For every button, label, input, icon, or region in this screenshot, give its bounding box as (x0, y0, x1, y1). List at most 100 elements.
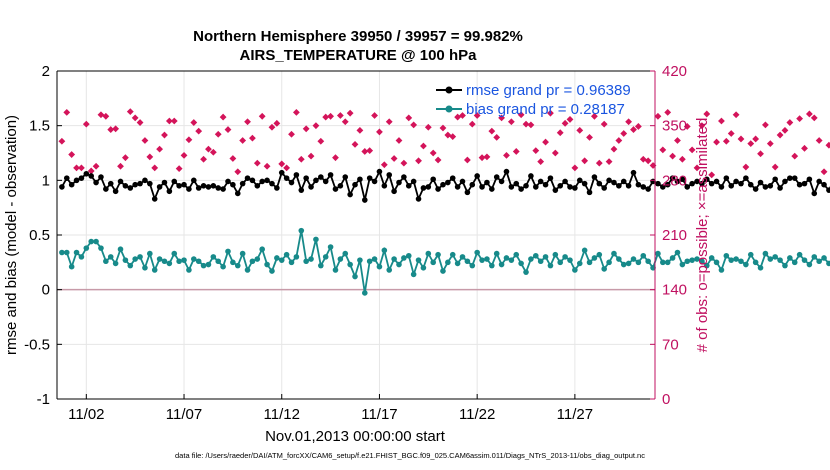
rmse-point (826, 187, 830, 193)
rmse-point (640, 184, 647, 190)
obs-count-point (527, 121, 535, 129)
obs-count-point (683, 123, 691, 130)
obs-count-point (165, 117, 173, 125)
rmse-point (205, 184, 212, 190)
legend-rmse-marker (445, 86, 453, 94)
rmse-point (669, 175, 676, 181)
obs-count-point (693, 164, 701, 172)
rmse-point (171, 178, 178, 185)
rmse-point (112, 188, 119, 195)
obs-count-point (288, 130, 295, 138)
obs-count-point (400, 159, 408, 167)
obs-count-point (92, 162, 100, 170)
bias-point (103, 258, 109, 265)
bias-point (190, 256, 197, 262)
rmse-point (699, 180, 705, 187)
obs-count-point (820, 168, 828, 176)
rmse-point (572, 185, 578, 191)
rmse-point (230, 181, 236, 188)
bias-point (298, 227, 305, 234)
rmse-point (303, 175, 309, 181)
obs-count-point (170, 117, 178, 125)
bias-point (601, 266, 607, 272)
text-layer: Northern Hemisphere 39950 / 39957 = 99.9… (3, 28, 711, 460)
bias-point (523, 269, 529, 275)
obs-count-point (332, 154, 339, 162)
obs-count-point (703, 110, 711, 118)
bias-point (391, 256, 397, 262)
bias-point (674, 249, 681, 256)
rmse-point (435, 186, 441, 192)
obs-count-point (151, 164, 159, 172)
obs-count-point (175, 165, 183, 173)
bias-point (308, 256, 314, 262)
obs-count-point (468, 120, 476, 128)
rmse-point (308, 184, 314, 190)
bias-point (542, 254, 549, 260)
obs-count-point (449, 133, 457, 140)
obs-count-point (82, 120, 90, 128)
obs-count-point (805, 110, 813, 118)
obs-count-point (107, 126, 115, 133)
y2-tick-label: 0 (662, 391, 670, 408)
rmse-point (449, 175, 456, 181)
obs-count-point (278, 160, 286, 168)
obs-count-point (488, 127, 496, 135)
rmse-point (806, 176, 813, 183)
legend-bias-marker (445, 105, 453, 113)
obs-count-point (390, 155, 398, 162)
obs-count-point (224, 126, 232, 133)
obs-count-point (209, 148, 217, 156)
rmse-point (733, 178, 739, 185)
rmse-point (557, 183, 564, 189)
obs-count-point (810, 114, 818, 122)
bias-point (552, 251, 559, 258)
obs-count-point (478, 154, 486, 162)
rmse-point (278, 169, 285, 176)
axes-layer: 11/02 11/07 11/12 11/17 11/22 11/27 -1 -0.5 0 0.5… (24, 63, 687, 423)
bias-point (68, 263, 75, 270)
bias-point (532, 252, 539, 259)
obs-count-point (434, 156, 442, 164)
rmse-point (484, 179, 490, 186)
obs-count-point (244, 118, 251, 126)
rmse-point (611, 179, 617, 186)
bias-point (767, 256, 774, 262)
bias-point (93, 238, 99, 245)
bias-point (117, 246, 124, 253)
rmse-point (147, 180, 153, 187)
bias-point (401, 255, 407, 261)
obs-count-point (87, 167, 95, 175)
obs-count-point (503, 151, 510, 159)
rmse-point (562, 178, 568, 185)
bias-point (630, 256, 637, 262)
rmse-point (68, 181, 75, 188)
grid-layer (57, 70, 655, 400)
obs-count-point (161, 131, 168, 139)
obs-count-point (117, 162, 124, 170)
bias-point (699, 258, 705, 265)
bias-point (357, 257, 363, 263)
bias-point (313, 236, 319, 243)
x-tick-label: 11/27 (557, 406, 593, 423)
bias-point (186, 267, 192, 273)
obs-count-point (454, 113, 462, 121)
rmse-point (161, 179, 168, 186)
obs-count-point (292, 108, 300, 116)
bias-point (772, 254, 778, 260)
bias-point (650, 265, 656, 271)
bias-point (454, 260, 461, 267)
obs-count-point (68, 151, 76, 158)
x-tick-label: 11/12 (264, 406, 300, 423)
bias-point (708, 255, 715, 261)
bias-point (459, 254, 466, 260)
obs-count-point (659, 146, 667, 154)
bias-point (274, 255, 280, 261)
bias-point (244, 267, 251, 273)
obs-count-point (420, 142, 427, 150)
x-tick-label: 11/22 (459, 406, 495, 423)
bias-point (171, 250, 178, 257)
bias-point (816, 258, 822, 265)
rmse-point (59, 184, 65, 190)
obs-count-point (200, 155, 207, 163)
